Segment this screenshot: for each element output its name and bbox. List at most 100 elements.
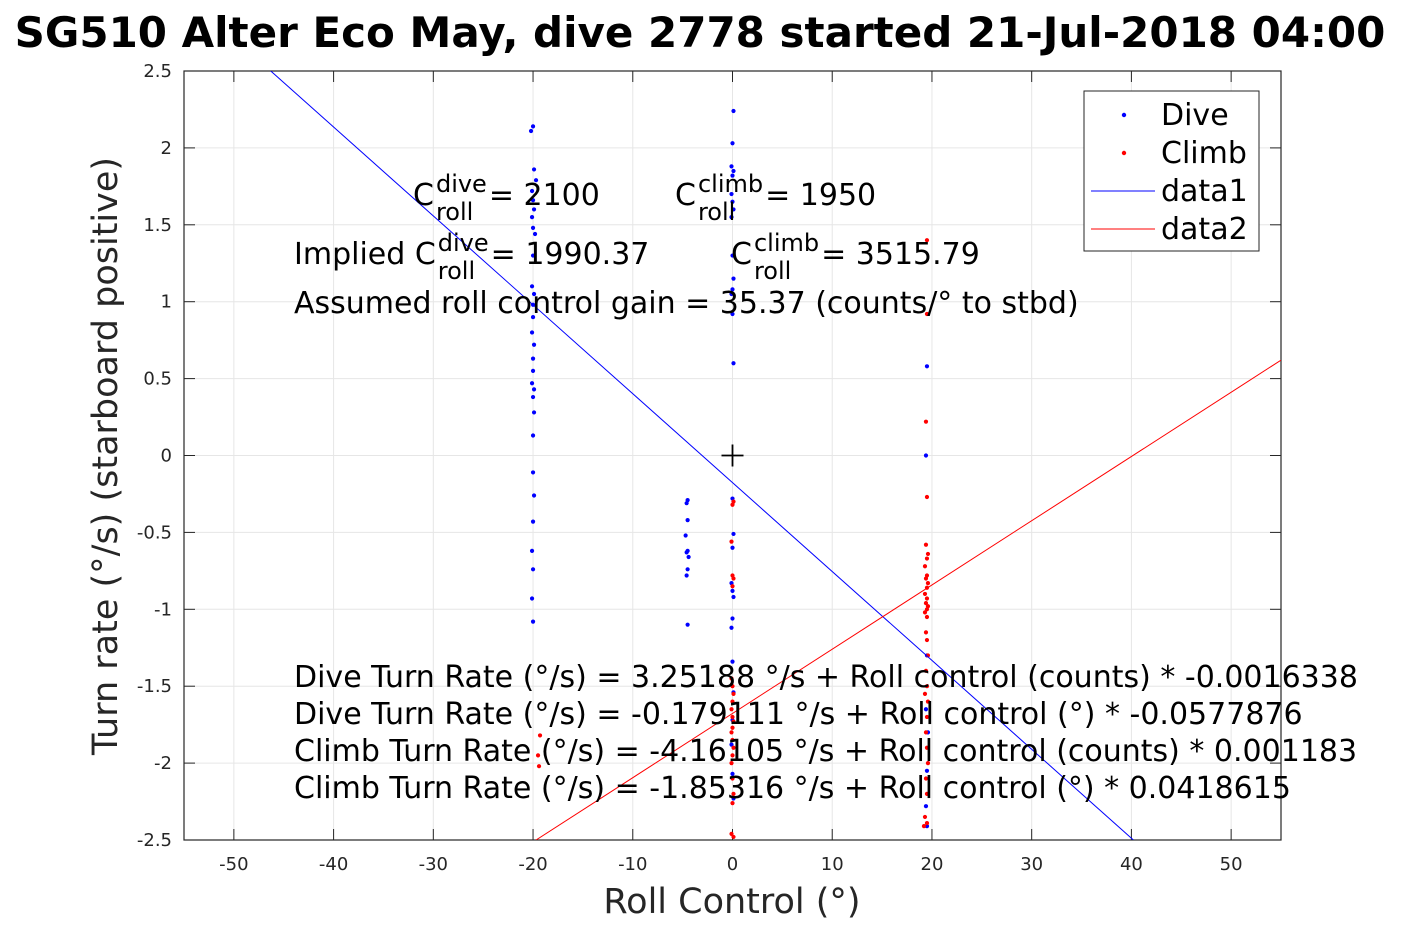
point-dive	[923, 804, 929, 809]
point-dive	[731, 108, 736, 114]
annotation-sup: dive	[436, 170, 487, 198]
point-dive	[531, 387, 537, 392]
point-dive	[530, 433, 536, 438]
x-tick-label: 20	[921, 854, 944, 875]
point-climb	[921, 824, 927, 829]
legend-label: Dive	[1161, 98, 1229, 133]
annotation-sub: roll	[698, 198, 735, 226]
point-climb	[923, 630, 929, 635]
point-dive	[530, 253, 536, 258]
annotation-lead: C	[413, 178, 434, 213]
point-dive	[684, 501, 689, 506]
point-dive	[533, 178, 539, 183]
point-dive	[529, 596, 535, 601]
point-dive	[729, 625, 734, 630]
y-tick-label: 1	[161, 292, 172, 313]
annotation-lead: C	[675, 178, 696, 213]
chart-title: SG510 Alter Eco May, dive 2778 started 2…	[15, 8, 1386, 57]
y-axis-label: Turn rate (°/s) (starboard positive)	[86, 157, 126, 756]
point-climb	[730, 800, 735, 806]
point-dive	[529, 548, 535, 553]
point-climb	[729, 539, 734, 544]
point-climb	[730, 776, 735, 781]
point-climb	[923, 776, 929, 781]
legend-marker-climb	[1121, 150, 1127, 156]
point-dive	[530, 124, 536, 129]
x-tick-label: 30	[1020, 854, 1043, 875]
point-dive	[730, 588, 735, 593]
point-dive	[532, 231, 538, 237]
annotation-sup: climb	[754, 229, 819, 257]
point-dive	[531, 410, 537, 415]
point-climb	[924, 745, 930, 750]
point-climb	[923, 542, 929, 547]
point-dive	[730, 616, 735, 621]
x-tick-label: -10	[618, 854, 647, 875]
point-climb	[730, 684, 735, 689]
y-tick-label: 0.5	[143, 369, 172, 390]
point-climb	[922, 591, 928, 597]
point-climb	[730, 502, 735, 507]
point-dive	[530, 356, 536, 361]
y-tick-label: -2	[154, 753, 172, 774]
annotation-value: = 2100	[489, 178, 600, 213]
point-dive	[529, 188, 535, 194]
point-dive	[529, 284, 535, 289]
point-dive	[530, 368, 536, 374]
y-tick-label: 0	[161, 446, 172, 467]
point-climb	[730, 584, 735, 589]
point-climb	[729, 831, 734, 836]
point-dive	[531, 493, 537, 498]
annotation-lead: C	[731, 237, 752, 272]
point-climb	[925, 581, 931, 586]
point-climb	[731, 691, 736, 696]
point-climb	[729, 761, 734, 766]
point-dive	[684, 550, 689, 555]
point-dive	[924, 768, 930, 773]
annotation-equation: Climb Turn Rate (°/s) = -4.16105 °/s + R…	[294, 734, 1357, 769]
point-dive	[730, 771, 735, 776]
point-climb	[923, 576, 929, 581]
series-dive	[528, 108, 931, 829]
point-climb	[731, 745, 736, 750]
point-dive	[729, 291, 734, 297]
point-climb	[924, 714, 930, 720]
point-dive	[730, 253, 735, 258]
series-data1	[270, 71, 1134, 840]
x-axis-label: Roll Control (°)	[603, 882, 860, 922]
legend-label: data1	[1161, 174, 1248, 209]
annotation-sup: climb	[698, 170, 763, 198]
plot-data	[270, 71, 1281, 840]
x-tick-label: 50	[1220, 854, 1243, 875]
point-climb	[924, 637, 930, 643]
series-climb	[535, 238, 931, 840]
line-data1	[270, 71, 1134, 840]
annotation-equation: Dive Turn Rate (°/s) = 3.25188 °/s + Rol…	[294, 660, 1358, 695]
point-dive	[530, 470, 536, 475]
y-tick-label: -0.5	[137, 522, 172, 543]
point-climb	[924, 238, 930, 243]
point-dive	[684, 573, 689, 578]
point-dive	[730, 659, 735, 664]
point-dive	[528, 128, 534, 134]
x-tick-label: -50	[219, 854, 248, 875]
annotation-lead: Implied C	[294, 237, 436, 272]
point-dive	[683, 533, 688, 538]
point-dive	[730, 287, 735, 292]
y-tick-label: 2.5	[143, 61, 172, 82]
point-dive	[531, 167, 537, 172]
point-climb	[924, 311, 930, 317]
point-climb	[731, 791, 736, 796]
point-dive	[685, 622, 690, 627]
legend-label: data2	[1161, 212, 1248, 247]
legend-label: Climb	[1161, 136, 1247, 171]
point-climb	[730, 737, 735, 743]
point-dive	[729, 742, 734, 747]
line-data2	[535, 359, 1281, 840]
annotation-gain: Assumed roll control gain = 35.37 (count…	[294, 286, 1079, 321]
x-tick-label: 10	[821, 854, 844, 875]
